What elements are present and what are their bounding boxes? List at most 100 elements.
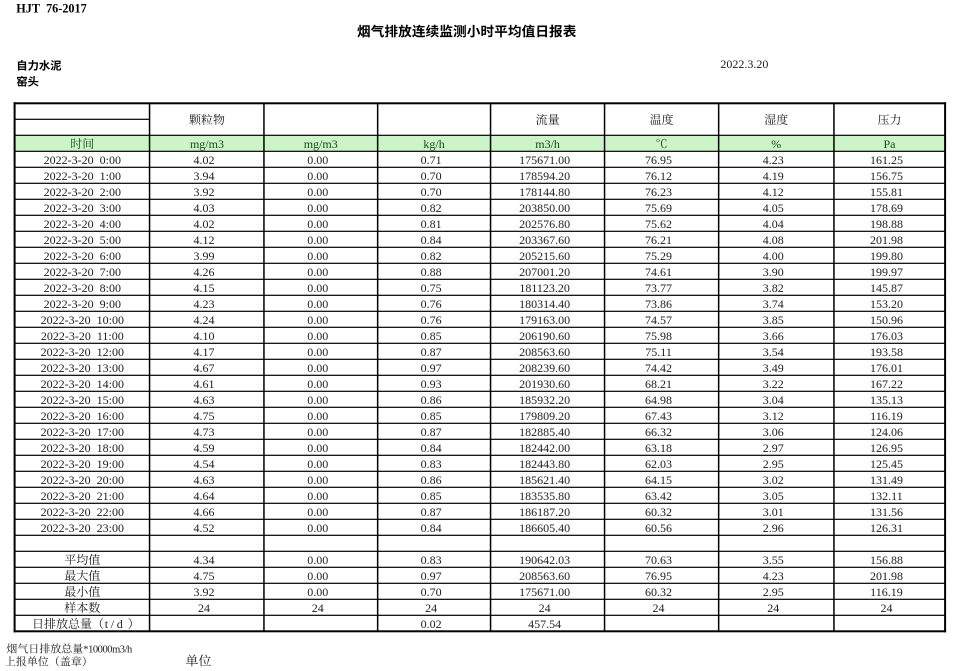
svg-text:0.85: 0.85 [421, 489, 442, 503]
svg-text:0.00: 0.00 [307, 169, 328, 183]
svg-text:24: 24 [653, 601, 665, 615]
svg-text:0.70: 0.70 [421, 585, 442, 599]
svg-text:4.75: 4.75 [193, 569, 214, 583]
svg-text:0.85: 0.85 [421, 329, 442, 343]
svg-text:2022-3-20 5:00: 2022-3-20 5:00 [44, 233, 121, 247]
svg-text:0.00: 0.00 [307, 425, 328, 439]
svg-text:4.63: 4.63 [193, 473, 214, 487]
svg-text:2022-3-20 15:00: 2022-3-20 15:00 [41, 393, 124, 407]
svg-text:4.03: 4.03 [193, 201, 214, 215]
svg-text:176.01: 176.01 [870, 361, 903, 375]
svg-text:153.20: 153.20 [870, 297, 903, 311]
svg-text:208563.60: 208563.60 [519, 569, 570, 583]
svg-text:0.85: 0.85 [421, 409, 442, 423]
svg-text:116.19: 116.19 [870, 409, 903, 423]
svg-text:178144.80: 178144.80 [519, 185, 570, 199]
svg-text:208239.60: 208239.60 [519, 361, 570, 375]
svg-text:4.02: 4.02 [193, 217, 214, 231]
svg-text:0.87: 0.87 [421, 345, 442, 359]
svg-text:203367.60: 203367.60 [519, 233, 570, 247]
svg-text:0.71: 0.71 [421, 153, 442, 167]
svg-text:0.83: 0.83 [421, 457, 442, 471]
svg-text:4.24: 4.24 [193, 313, 214, 327]
svg-text:155.81: 155.81 [870, 185, 903, 199]
svg-text:0.00: 0.00 [307, 361, 328, 375]
svg-text:75.69: 75.69 [645, 201, 672, 215]
svg-text:2022-3-20 21:00: 2022-3-20 21:00 [41, 489, 124, 503]
svg-text:0.81: 0.81 [421, 217, 442, 231]
svg-text:208563.60: 208563.60 [519, 345, 570, 359]
svg-text:0.76: 0.76 [421, 313, 442, 327]
svg-text:4.66: 4.66 [193, 505, 214, 519]
svg-text:63.18: 63.18 [645, 441, 672, 455]
svg-text:2022-3-20 11:00: 2022-3-20 11:00 [41, 329, 124, 343]
svg-text:2022-3-20 7:00: 2022-3-20 7:00 [44, 265, 121, 279]
svg-text:3.55: 3.55 [763, 553, 784, 567]
svg-text:3.04: 3.04 [763, 393, 784, 407]
svg-text:24: 24 [767, 601, 779, 615]
svg-text:76.95: 76.95 [645, 153, 672, 167]
svg-text:201.98: 201.98 [870, 233, 903, 247]
svg-text:3.92: 3.92 [193, 185, 214, 199]
svg-text:3.54: 3.54 [763, 345, 784, 359]
svg-text:4.02: 4.02 [193, 153, 214, 167]
svg-text:0.02: 0.02 [421, 617, 442, 631]
svg-text:175671.00: 175671.00 [519, 153, 570, 167]
svg-text:183535.80: 183535.80 [519, 489, 570, 503]
svg-text:4.12: 4.12 [763, 185, 784, 199]
svg-text:2022-3-20 18:00: 2022-3-20 18:00 [41, 441, 124, 455]
svg-text:2022.3.20: 2022.3.20 [720, 57, 768, 71]
svg-text:0.00: 0.00 [307, 393, 328, 407]
svg-text:kg/h: kg/h [423, 137, 444, 151]
svg-text:0.00: 0.00 [307, 569, 328, 583]
svg-text:198.88: 198.88 [870, 217, 903, 231]
svg-text:132.11: 132.11 [870, 489, 903, 503]
svg-text:24: 24 [880, 601, 892, 615]
svg-text:4.15: 4.15 [193, 281, 214, 295]
svg-text:0.00: 0.00 [307, 153, 328, 167]
svg-text:182442.00: 182442.00 [519, 441, 570, 455]
svg-text:0.00: 0.00 [307, 185, 328, 199]
svg-text:2022-3-20 9:00: 2022-3-20 9:00 [44, 297, 121, 311]
svg-text:0.00: 0.00 [307, 313, 328, 327]
svg-text:62.03: 62.03 [645, 457, 672, 471]
svg-text:185621.40: 185621.40 [519, 473, 570, 487]
svg-text:4.23: 4.23 [763, 153, 784, 167]
svg-text:0.00: 0.00 [307, 249, 328, 263]
svg-text:68.21: 68.21 [645, 377, 672, 391]
svg-text:HJT 76-2017: HJT 76-2017 [16, 2, 86, 16]
svg-text:176.03: 176.03 [870, 329, 903, 343]
svg-text:2022-3-20 17:00: 2022-3-20 17:00 [41, 425, 124, 439]
svg-text:0.97: 0.97 [421, 361, 442, 375]
svg-text:0.00: 0.00 [307, 521, 328, 535]
svg-text:2022-3-20 4:00: 2022-3-20 4:00 [44, 217, 121, 231]
svg-text:60.56: 60.56 [645, 521, 672, 535]
svg-text:%: % [771, 137, 781, 151]
svg-text:4.34: 4.34 [193, 553, 214, 567]
svg-text:0.00: 0.00 [307, 585, 328, 599]
svg-text:145.87: 145.87 [870, 281, 903, 295]
svg-text:4.12: 4.12 [193, 233, 214, 247]
svg-text:75.11: 75.11 [645, 345, 672, 359]
svg-text:Pa: Pa [883, 137, 896, 151]
svg-text:3.94: 3.94 [193, 169, 214, 183]
svg-text:0.84: 0.84 [421, 441, 442, 455]
svg-text:2.95: 2.95 [763, 585, 784, 599]
svg-text:4.75: 4.75 [193, 409, 214, 423]
svg-text:0.00: 0.00 [307, 409, 328, 423]
svg-text:206190.60: 206190.60 [519, 329, 570, 343]
svg-text:150.96: 150.96 [870, 313, 903, 327]
svg-text:4.67: 4.67 [193, 361, 214, 375]
svg-text:2022-3-20 16:00: 2022-3-20 16:00 [41, 409, 124, 423]
svg-text:178.69: 178.69 [870, 201, 903, 215]
svg-text:0.83: 0.83 [421, 553, 442, 567]
svg-text:126.31: 126.31 [870, 521, 903, 535]
svg-text:0.84: 0.84 [421, 521, 442, 535]
svg-text:0.75: 0.75 [421, 281, 442, 295]
svg-text:3.02: 3.02 [763, 473, 784, 487]
svg-text:24: 24 [539, 601, 551, 615]
svg-text:64.98: 64.98 [645, 393, 672, 407]
svg-text:4.00: 4.00 [763, 249, 784, 263]
svg-text:179809.20: 179809.20 [519, 409, 570, 423]
svg-text:131.49: 131.49 [870, 473, 903, 487]
